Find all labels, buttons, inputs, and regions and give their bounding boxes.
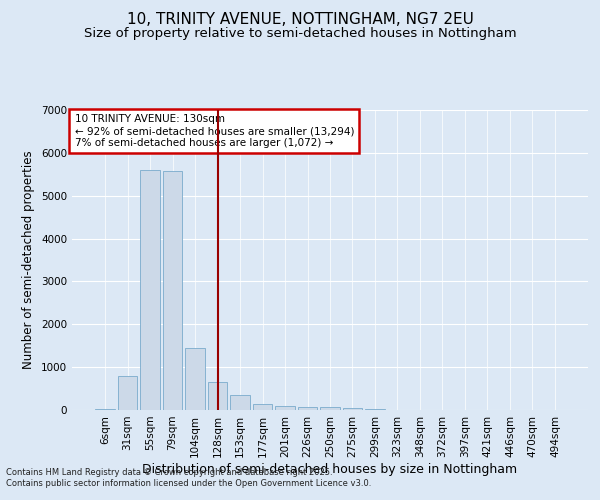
Y-axis label: Number of semi-detached properties: Number of semi-detached properties	[22, 150, 35, 370]
Bar	[343, 408, 362, 410]
Text: 10, TRINITY AVENUE, NOTTINGHAM, NG7 2EU: 10, TRINITY AVENUE, NOTTINGHAM, NG7 2EU	[127, 12, 473, 28]
Bar	[185, 348, 205, 410]
Bar	[320, 407, 340, 410]
Bar	[298, 407, 317, 410]
Bar	[275, 406, 295, 410]
Text: Contains HM Land Registry data © Crown copyright and database right 2025.
Contai: Contains HM Land Registry data © Crown c…	[6, 468, 371, 487]
Bar	[163, 171, 182, 410]
X-axis label: Distribution of semi-detached houses by size in Nottingham: Distribution of semi-detached houses by …	[142, 462, 518, 475]
Bar	[95, 408, 115, 410]
Bar	[140, 170, 160, 410]
Text: 10 TRINITY AVENUE: 130sqm
← 92% of semi-detached houses are smaller (13,294)
7% : 10 TRINITY AVENUE: 130sqm ← 92% of semi-…	[74, 114, 354, 148]
Text: Size of property relative to semi-detached houses in Nottingham: Size of property relative to semi-detach…	[83, 28, 517, 40]
Bar	[230, 395, 250, 410]
Bar	[208, 382, 227, 410]
Bar	[118, 376, 137, 410]
Bar	[253, 404, 272, 410]
Bar	[365, 409, 385, 410]
